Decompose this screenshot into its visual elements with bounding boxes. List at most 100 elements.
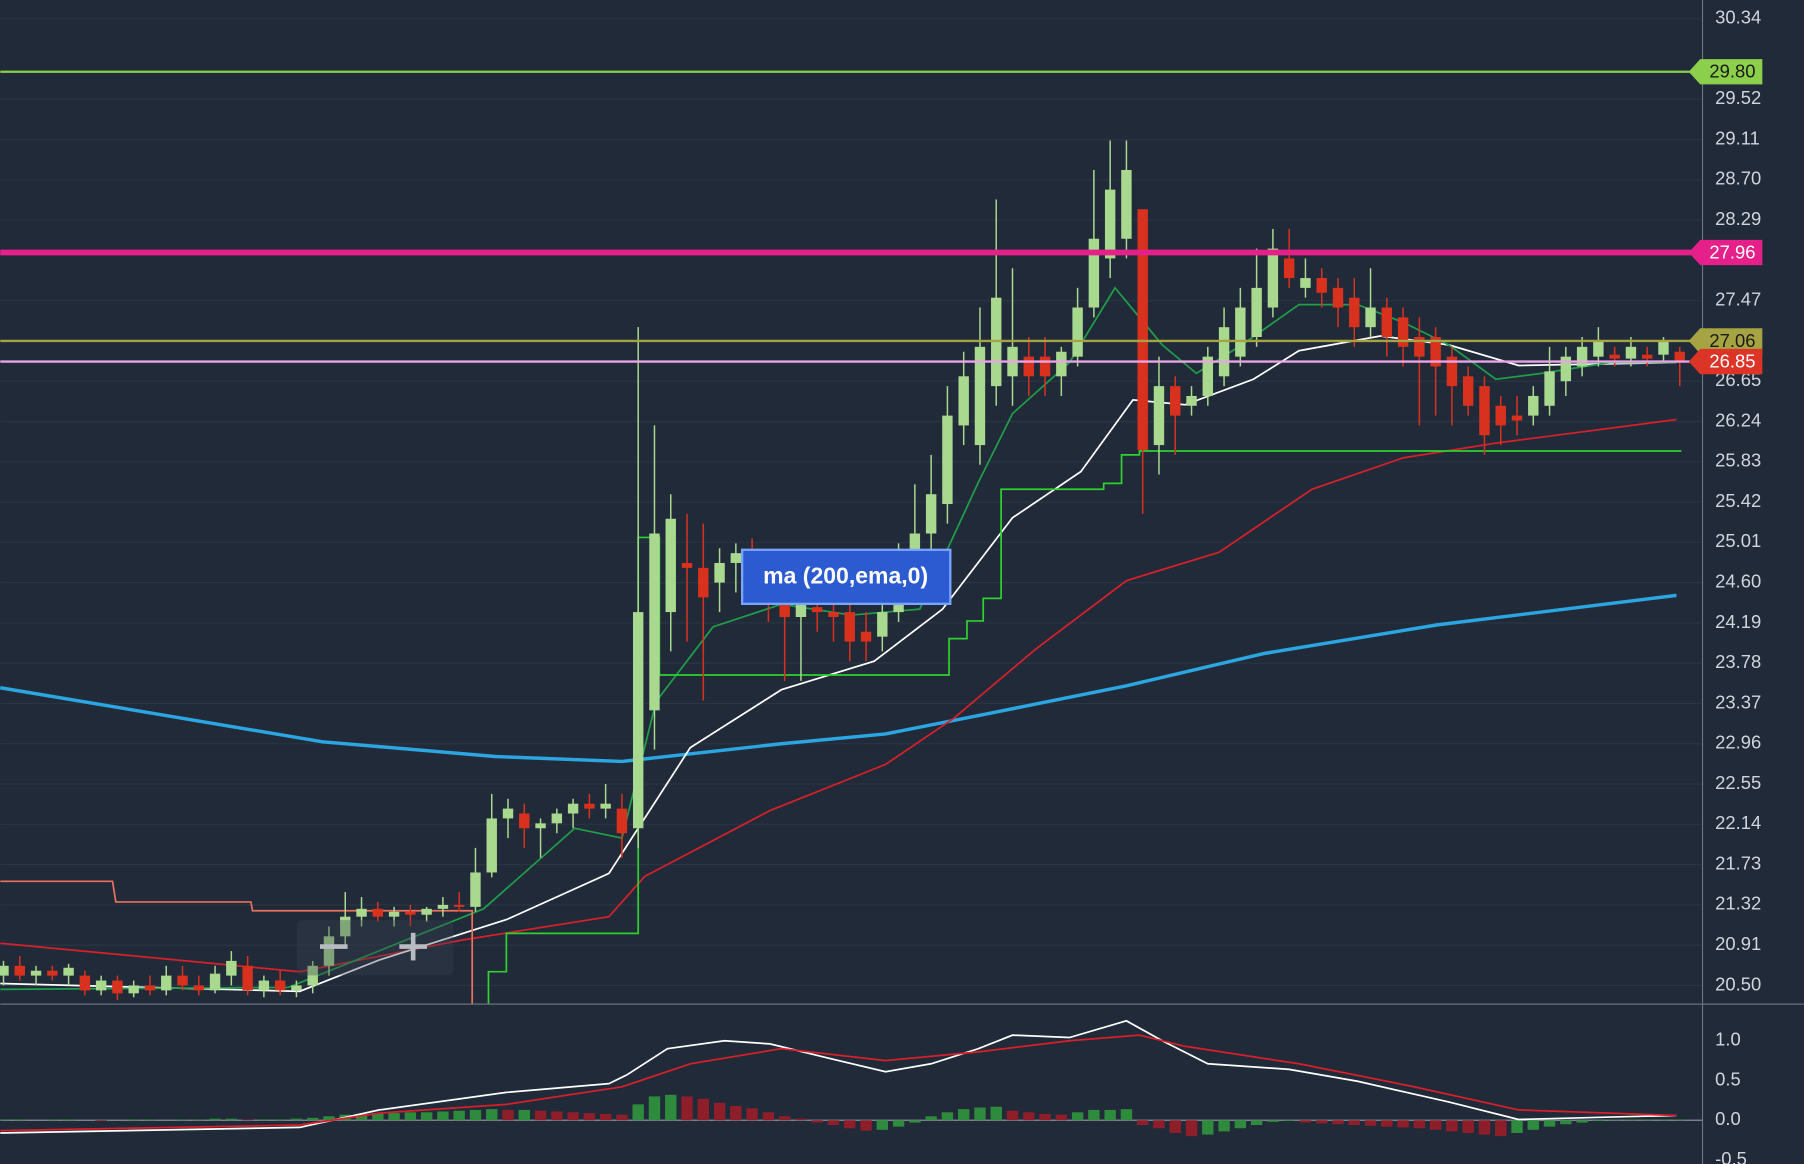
histogram-bar (697, 1098, 709, 1121)
histogram-bar (453, 1110, 465, 1121)
y-tick-label: 22.96 (1715, 732, 1761, 753)
histogram-bar (1446, 1120, 1458, 1132)
histogram-bar (1267, 1120, 1279, 1122)
histogram-bar (762, 1112, 775, 1121)
candle-body (714, 562, 725, 583)
candle-body (1349, 297, 1360, 328)
histogram-bar (388, 1113, 400, 1121)
y-tick-label: 1.0 (1715, 1029, 1741, 1050)
price-tag (1688, 328, 1763, 354)
candle-body (258, 980, 270, 991)
histogram-bar (290, 1118, 303, 1121)
histogram-bar (583, 1113, 596, 1121)
candle-body (1381, 307, 1393, 337)
histogram-bar (1299, 1120, 1312, 1123)
histogram-bar (1250, 1120, 1263, 1126)
annotation[interactable]: ma (200,ema,0) (740, 548, 952, 606)
y-tick-label: 26.65 (1715, 369, 1761, 390)
candle-body (1137, 209, 1148, 450)
histogram-bar (1071, 1112, 1084, 1121)
histogram-bar (274, 1119, 286, 1121)
histogram-bar (1413, 1120, 1426, 1129)
histogram-bar (746, 1108, 758, 1121)
indicator-line (0, 335, 1677, 993)
y-tick-label: 28.70 (1715, 168, 1761, 189)
y-tick-label: 25.42 (1715, 490, 1761, 511)
candle-body (274, 980, 286, 991)
candle-body (632, 612, 644, 829)
histogram-bar (1234, 1120, 1247, 1129)
candle-body (1365, 307, 1376, 328)
histogram-bar (502, 1109, 514, 1121)
candle-body (812, 607, 823, 613)
indicator-line (0, 1019, 1677, 1134)
histogram-bar (632, 1104, 644, 1121)
histogram-bar (1462, 1120, 1474, 1133)
histogram-bar (1608, 1119, 1621, 1121)
zoom-controls[interactable] (296, 920, 454, 976)
price-tag-label: 26.85 (1709, 351, 1755, 372)
candle-body (1023, 356, 1034, 377)
candle-body (128, 985, 139, 994)
histogram-bar (665, 1094, 677, 1121)
candle-body (372, 908, 384, 917)
histogram-bar (241, 1119, 254, 1121)
candle-body (1202, 356, 1214, 396)
candle-body (421, 908, 432, 915)
candle-body (1641, 354, 1653, 359)
histogram-bar (209, 1118, 221, 1121)
histogram-bar (957, 1109, 970, 1121)
candle-body (1528, 395, 1539, 416)
histogram-bar (1657, 1119, 1670, 1121)
histogram-bar (225, 1118, 238, 1121)
candle-body (405, 911, 416, 915)
histogram-bar (567, 1112, 579, 1121)
candle-body (616, 808, 628, 834)
histogram-bar (95, 1120, 107, 1122)
candle-body (307, 965, 318, 986)
histogram-bar (1592, 1120, 1605, 1122)
candle-body (1170, 386, 1181, 416)
histogram-bar (46, 1119, 59, 1121)
candle-body (323, 936, 335, 966)
histogram-bar (1527, 1120, 1539, 1130)
candle-body (1414, 337, 1425, 357)
histogram-bar (909, 1120, 921, 1123)
candle-body (1153, 386, 1165, 446)
candle-body (1088, 238, 1100, 308)
histogram-bar (1088, 1109, 1100, 1121)
y-tick-label: 29.52 (1715, 87, 1761, 108)
candle-body (1674, 351, 1685, 362)
histogram-bar (811, 1120, 823, 1123)
y-tick-label: 24.19 (1715, 611, 1761, 632)
indicator-line (0, 593, 1677, 764)
candle-body (1479, 386, 1490, 436)
candle-body (226, 960, 237, 976)
histogram-bar (974, 1107, 986, 1121)
histogram-bar (1218, 1120, 1230, 1132)
candle-body (437, 904, 449, 909)
candle-body (1121, 169, 1132, 239)
candle-body (1300, 278, 1311, 288)
histogram-bar (648, 1096, 661, 1121)
price-tag-label: 27.96 (1709, 242, 1755, 263)
plot-area (0, 70, 1703, 1137)
candle-body (47, 970, 58, 976)
indicator-line (0, 418, 1677, 973)
histogram-bar (551, 1111, 563, 1121)
histogram-bar (1316, 1120, 1328, 1124)
candle-body (730, 553, 742, 563)
histogram-bar (1137, 1120, 1149, 1126)
candle-body (1104, 189, 1116, 259)
histogram-bar (1169, 1120, 1181, 1133)
histogram-bar (144, 1119, 156, 1121)
candle-body (242, 965, 253, 991)
candle-body (291, 985, 302, 991)
histogram-bar (372, 1113, 384, 1121)
candle-body (958, 376, 969, 426)
candle-body (649, 533, 660, 711)
candle-body (1446, 356, 1458, 387)
histogram-bar (0, 1119, 10, 1121)
candle-body (356, 908, 367, 917)
